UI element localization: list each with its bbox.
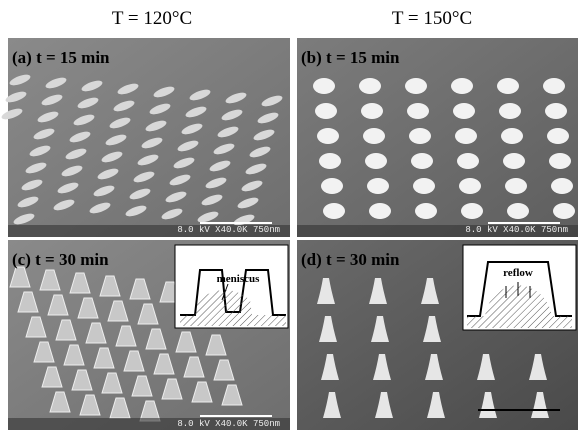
surface-feature bbox=[361, 103, 383, 119]
sem-info: 8.0 kV X40.0K 750nm bbox=[177, 225, 280, 235]
surface-feature bbox=[553, 203, 575, 219]
surface-feature bbox=[323, 203, 345, 219]
surface-feature bbox=[451, 78, 473, 94]
surface-feature bbox=[409, 128, 431, 144]
surface-feature bbox=[365, 153, 387, 169]
surface-feature bbox=[369, 203, 391, 219]
surface-feature bbox=[545, 103, 567, 119]
surface-feature bbox=[503, 153, 525, 169]
surface-feature bbox=[505, 178, 527, 194]
surface-feature bbox=[315, 103, 337, 119]
surface-feature bbox=[405, 78, 427, 94]
panel-label: (b) t = 15 min bbox=[301, 48, 400, 67]
surface-feature bbox=[501, 128, 523, 144]
panel-label: (d) t = 30 min bbox=[301, 250, 400, 269]
column-header: T = 150°C bbox=[392, 8, 472, 29]
surface-feature bbox=[497, 78, 519, 94]
surface-feature bbox=[359, 78, 381, 94]
surface-feature bbox=[543, 78, 565, 94]
surface-feature bbox=[457, 153, 479, 169]
surface-feature bbox=[321, 178, 343, 194]
surface-feature bbox=[411, 153, 433, 169]
surface-feature bbox=[549, 153, 571, 169]
surface-feature bbox=[507, 203, 529, 219]
surface-feature bbox=[363, 128, 385, 144]
panel-label: (a) t = 15 min bbox=[12, 48, 110, 67]
surface-feature bbox=[317, 128, 339, 144]
surface-feature bbox=[313, 78, 335, 94]
surface-feature bbox=[455, 128, 477, 144]
surface-feature bbox=[407, 103, 429, 119]
column-header: T = 120°C bbox=[112, 8, 192, 29]
surface-feature bbox=[319, 153, 341, 169]
surface-feature bbox=[367, 178, 389, 194]
surface-feature bbox=[461, 203, 483, 219]
surface-feature bbox=[551, 178, 573, 194]
surface-feature bbox=[415, 203, 437, 219]
inset-diagram: reflow bbox=[463, 245, 576, 330]
surface-feature bbox=[499, 103, 521, 119]
panel-label: (c) t = 30 min bbox=[12, 250, 109, 269]
inset-label: meniscus bbox=[217, 273, 261, 285]
surface-feature bbox=[453, 103, 475, 119]
inset-label: reflow bbox=[503, 267, 533, 279]
sem-info: 8.0 kV X40.0K 750nm bbox=[465, 225, 568, 235]
surface-feature bbox=[413, 178, 435, 194]
sem-info: 8.0 kV X40.0K 750nm bbox=[177, 419, 280, 429]
figure: T = 120°C T = 150°C meniscus reflow (a) … bbox=[0, 0, 582, 433]
surface-feature bbox=[459, 178, 481, 194]
inset-diagram: meniscus bbox=[175, 245, 288, 328]
surface-feature bbox=[547, 128, 569, 144]
